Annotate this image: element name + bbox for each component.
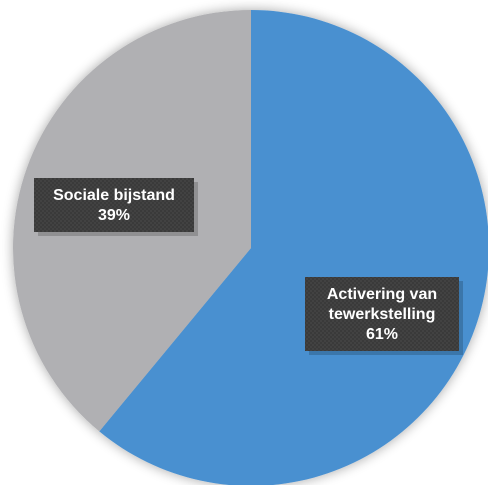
- data-label: Sociale bijstand 39%: [34, 178, 198, 236]
- data-label-text: Activering van: [327, 286, 437, 303]
- data-label-text: tewerkstelling: [329, 306, 436, 323]
- data-label-box: [305, 277, 459, 351]
- data-label-percent: 39%: [98, 207, 130, 224]
- pie-slice: [99, 10, 488, 485]
- data-label-text: Sociale bijstand: [53, 187, 175, 204]
- data-label: Activering van tewerkstelling 61%: [305, 277, 463, 355]
- data-label-box: [34, 178, 194, 232]
- data-label-percent: 61%: [366, 326, 398, 343]
